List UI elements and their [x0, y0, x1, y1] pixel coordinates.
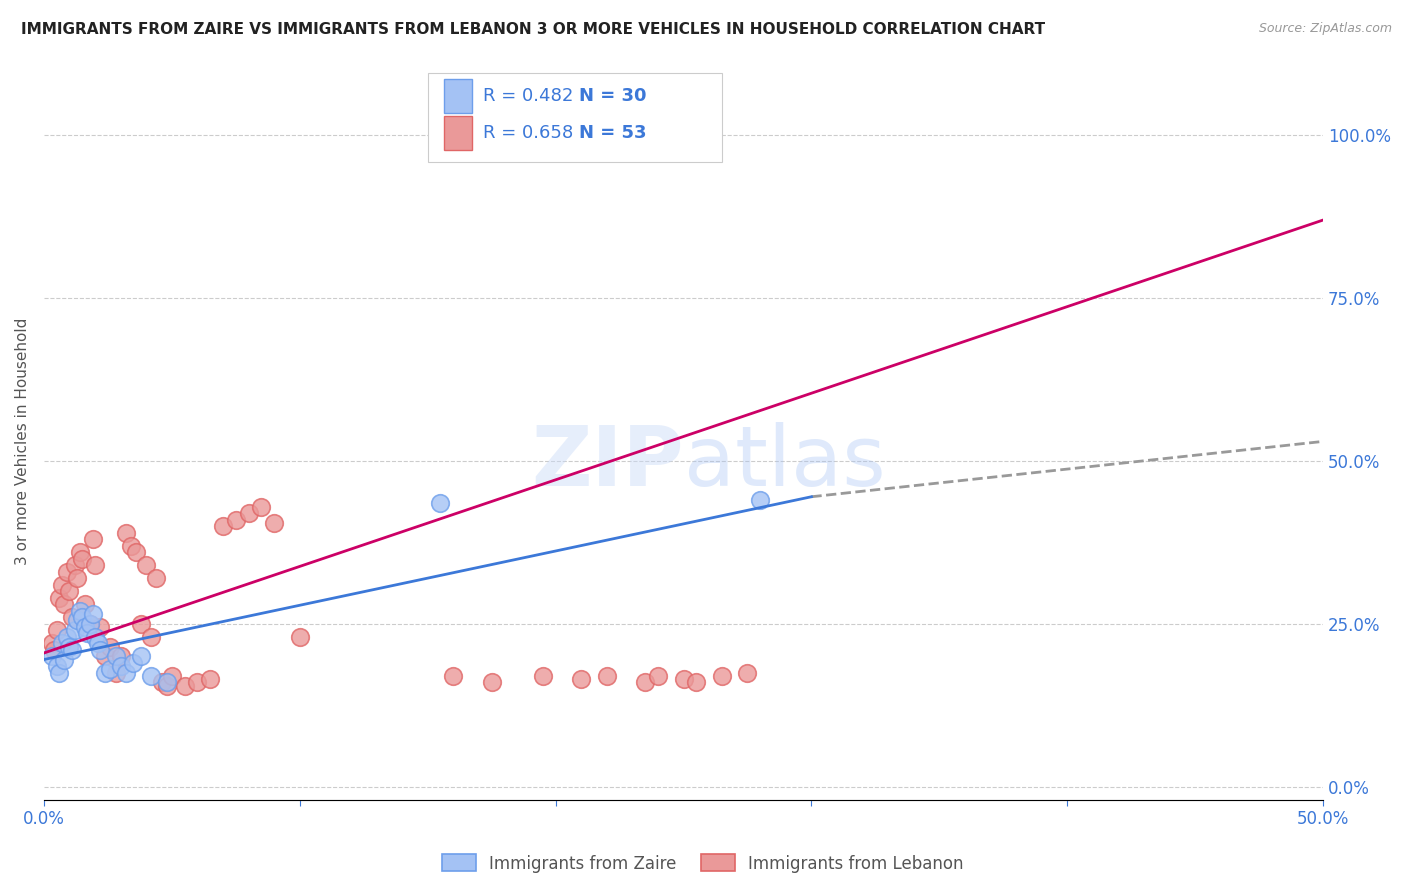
Point [100, 662, 122, 676]
Point [73, 597, 96, 611]
Point [53, 652, 76, 666]
Point [60, 642, 83, 657]
Point [122, 656, 145, 670]
Point [66, 571, 89, 585]
Point [82, 532, 104, 546]
Point [82, 607, 104, 621]
Point [186, 675, 208, 690]
Point [110, 649, 132, 664]
Point [156, 675, 179, 690]
Point [94, 649, 117, 664]
Point [481, 675, 503, 690]
Point [212, 519, 235, 533]
Point [141, 630, 163, 644]
Point [58, 640, 80, 654]
Point [145, 571, 167, 585]
Point [634, 675, 657, 690]
Point [710, 669, 733, 683]
Point [198, 672, 221, 686]
Point [84, 630, 107, 644]
Point [129, 616, 152, 631]
Point [69, 604, 91, 618]
Point [104, 649, 127, 664]
Point [42, 642, 65, 657]
Point [125, 545, 148, 559]
Point [69, 545, 91, 559]
Point [41, 636, 63, 650]
Point [51, 636, 73, 650]
Point [84, 558, 107, 573]
Point [120, 539, 142, 553]
Point [51, 577, 73, 591]
Point [263, 516, 285, 530]
Text: N = 30: N = 30 [579, 87, 647, 105]
Point [53, 597, 76, 611]
Point [72, 551, 94, 566]
Point [238, 506, 260, 520]
Legend: Immigrants from Zaire, Immigrants from Lebanon: Immigrants from Zaire, Immigrants from L… [436, 847, 970, 880]
Point [86, 636, 108, 650]
Point [531, 669, 554, 683]
Point [56, 565, 79, 579]
Point [104, 665, 127, 680]
Point [56, 630, 79, 644]
Point [141, 669, 163, 683]
Point [45, 659, 67, 673]
Y-axis label: 3 or more Vehicles in Household: 3 or more Vehicles in Household [15, 318, 30, 566]
Point [41, 649, 63, 664]
Point [429, 496, 451, 510]
Point [114, 525, 136, 540]
Point [173, 679, 195, 693]
Point [225, 512, 247, 526]
Point [569, 672, 592, 686]
Point [94, 665, 117, 680]
Point [48, 665, 70, 680]
FancyBboxPatch shape [444, 79, 472, 113]
Point [60, 610, 83, 624]
Text: R = 0.482: R = 0.482 [482, 87, 574, 105]
Point [160, 669, 183, 683]
Text: N = 53: N = 53 [579, 124, 647, 142]
FancyBboxPatch shape [444, 115, 472, 150]
Point [737, 665, 759, 680]
Point [100, 640, 122, 654]
Point [66, 614, 89, 628]
Point [89, 620, 111, 634]
Point [150, 675, 173, 690]
Point [73, 620, 96, 634]
Point [48, 591, 70, 605]
Point [749, 493, 772, 508]
Point [63, 624, 86, 638]
Point [114, 665, 136, 680]
Text: atlas: atlas [683, 423, 886, 503]
Point [129, 649, 152, 664]
Point [250, 500, 273, 514]
Point [89, 642, 111, 657]
Point [288, 630, 311, 644]
Point [79, 616, 101, 631]
Text: IMMIGRANTS FROM ZAIRE VS IMMIGRANTS FROM LEBANON 3 OR MORE VEHICLES IN HOUSEHOLD: IMMIGRANTS FROM ZAIRE VS IMMIGRANTS FROM… [21, 22, 1045, 37]
Point [135, 558, 157, 573]
Point [58, 584, 80, 599]
Point [63, 558, 86, 573]
Point [647, 669, 669, 683]
Point [672, 672, 695, 686]
Point [110, 659, 132, 673]
Point [685, 675, 707, 690]
Point [596, 669, 619, 683]
FancyBboxPatch shape [427, 72, 721, 162]
Point [156, 679, 179, 693]
Point [76, 626, 98, 640]
Text: ZIP: ZIP [531, 423, 683, 503]
Text: Source: ZipAtlas.com: Source: ZipAtlas.com [1258, 22, 1392, 36]
Point [79, 616, 101, 631]
Point [72, 610, 94, 624]
Point [45, 624, 67, 638]
Text: R = 0.658: R = 0.658 [482, 124, 572, 142]
Point [441, 669, 464, 683]
